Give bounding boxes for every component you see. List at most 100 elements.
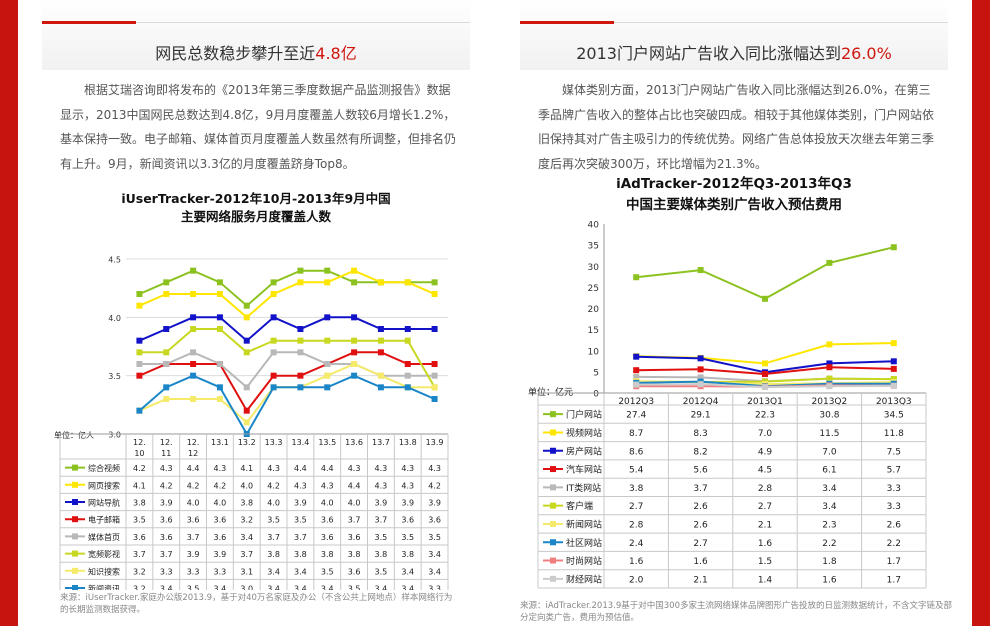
- data-point: [163, 384, 170, 391]
- data-point: [297, 372, 304, 379]
- legend-label: 宽频影视: [88, 549, 120, 559]
- left-header: 网民总数稳步攀升至近4.8亿: [42, 0, 470, 70]
- data-point: [890, 340, 897, 347]
- series-line: [139, 328, 436, 388]
- data-point: [270, 349, 277, 356]
- legend-label: 综合视频: [88, 463, 120, 473]
- table-cell-value: 3.5: [375, 567, 388, 576]
- table-cell-value: 4.9: [758, 447, 773, 457]
- table-cell-value: 4.1: [240, 464, 253, 473]
- data-point: [163, 326, 170, 332]
- table-cell-value: 5.7: [887, 466, 901, 476]
- table-cell-value: 4.3: [321, 481, 334, 490]
- legend-swatch-marker: [72, 585, 78, 590]
- left-paragraph: 根据艾瑞咨询即将发布的《2013年第三季度数据产品监测报告》数据显示，2013中…: [60, 83, 457, 171]
- legend-label: 社区网站: [566, 537, 602, 549]
- table-cell-value: 3.3: [187, 567, 200, 576]
- table-cell-value: 3.6: [160, 533, 173, 542]
- table-cell-value: 4.4: [348, 481, 361, 490]
- legend-label: 客户端: [566, 500, 593, 512]
- table-cell-value: 4.3: [375, 464, 388, 473]
- data-point: [216, 384, 223, 391]
- table-cell-value: 3.4: [428, 567, 441, 576]
- data-point: [216, 314, 223, 321]
- table-cell-value: 8.6: [629, 447, 644, 457]
- data-point: [404, 384, 411, 391]
- data-point: [762, 370, 768, 377]
- table-cell-value: 3.5: [375, 533, 388, 542]
- data-point: [404, 337, 411, 344]
- table-cell-value: 3.8: [375, 550, 388, 559]
- left-panel: 网民总数稳步攀升至近4.8亿 根据艾瑞咨询即将发布的《2013年第三季度数据产品…: [42, 0, 470, 626]
- x-tick-label: 13.4: [292, 438, 310, 447]
- header-accent: [42, 21, 136, 24]
- table-cell-value: 3.4: [294, 567, 307, 576]
- table-cell-value: 3.6: [428, 516, 441, 525]
- table-cell-value: 3.2: [240, 516, 253, 525]
- table-cell-value: 3.6: [321, 516, 334, 525]
- table-cell-value: 3.4: [294, 585, 307, 591]
- data-point: [404, 372, 411, 379]
- y-tick-label: 0: [593, 390, 599, 400]
- data-point: [216, 361, 223, 367]
- data-point: [324, 337, 331, 344]
- data-point: [351, 372, 358, 379]
- legend-label: 房产网站: [566, 445, 602, 457]
- data-point: [890, 358, 897, 365]
- data-point: [826, 259, 833, 266]
- table-cell-value: 4.2: [214, 481, 227, 490]
- data-point: [243, 302, 250, 309]
- table-cell-value: 2.6: [693, 520, 708, 530]
- data-point: [351, 337, 358, 344]
- legend-label: 财经网站: [566, 573, 602, 585]
- left-chart-title-2: 主要网络服务月度覆盖人数: [180, 209, 331, 224]
- legend-label: 新闻网站: [566, 518, 602, 530]
- data-point: [377, 372, 384, 379]
- legend-swatch-marker: [550, 411, 556, 418]
- table-cell-value: 22.3: [755, 411, 775, 421]
- data-point: [762, 295, 768, 302]
- left-line-chart: 4.5 4.0 3.5 3.0 单位：亿人 12. 10 12. 11 12. 12 13.1 13.2…: [54, 256, 449, 591]
- table-cell-value: 34.5: [884, 411, 904, 421]
- table-cell-value: 4.3: [401, 481, 414, 490]
- table-cell-value: 3.9: [214, 550, 227, 559]
- right-header: 2013门户网站广告收入同比涨幅达到26.0%: [520, 0, 948, 70]
- data-point: [297, 279, 304, 286]
- data-point: [431, 291, 438, 297]
- x-tick-label: 13.9: [426, 438, 444, 447]
- data-point: [190, 326, 197, 332]
- data-point: [404, 326, 411, 332]
- table-cell-value: 2.7: [758, 502, 772, 512]
- table-cell-value: 3.8: [294, 550, 307, 559]
- table-cell-value: 2.6: [693, 502, 708, 512]
- header-accent: [520, 21, 614, 24]
- data-point: [190, 349, 197, 356]
- data-point: [826, 364, 833, 371]
- data-point: [270, 337, 277, 344]
- data-point: [431, 396, 438, 402]
- table-cell-value: 3.7: [187, 533, 200, 542]
- series-line: [139, 269, 436, 319]
- table-cell-value: 4.4: [187, 464, 200, 473]
- table-cell-value: 3.4: [214, 585, 227, 591]
- series-line: [636, 246, 895, 300]
- data-point: [404, 361, 411, 367]
- left-source-note: 来源：iUserTracker.家庭办公版2013.9，基于对40万名家庭及办公…: [60, 593, 453, 615]
- table-cell-value: 2.8: [758, 484, 773, 494]
- data-point: [697, 355, 704, 362]
- x-tick-label: 2013Q1: [747, 397, 783, 407]
- y-tick-label: 20: [588, 305, 600, 315]
- x-tick-label: 2012Q3: [618, 397, 654, 407]
- x-tick-label: 13.7: [372, 438, 390, 447]
- table-cell-value: 4.3: [401, 464, 414, 473]
- x-tick-label: 13.8: [399, 438, 417, 447]
- table-cell-value: 27.4: [626, 411, 646, 421]
- data-point: [297, 337, 304, 344]
- table-cell-value: 4.0: [214, 499, 227, 508]
- table-cell-value: 2.2: [887, 539, 901, 549]
- table-cell-value: 3.3: [160, 567, 173, 576]
- table-cell-value: 3.7: [348, 516, 361, 525]
- data-point: [216, 326, 223, 332]
- legend-swatch-marker: [550, 539, 556, 546]
- data-point: [351, 314, 358, 321]
